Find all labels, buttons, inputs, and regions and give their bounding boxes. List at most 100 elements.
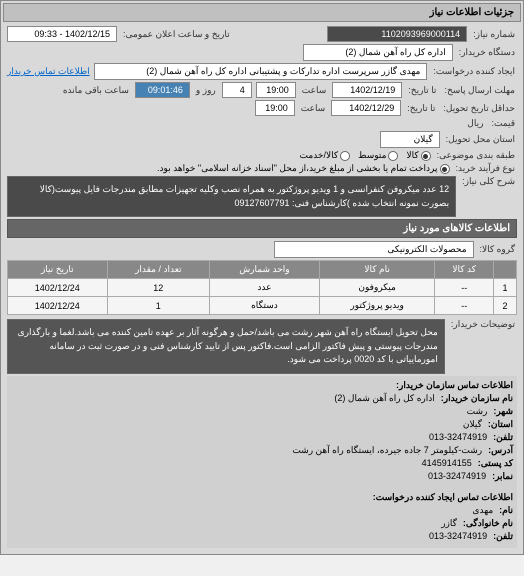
page-header: جزئیات اطلاعات نیاز (3, 3, 521, 22)
cell-name: ویدیو پروژکتور (319, 297, 435, 315)
price-currency: ریال (465, 118, 485, 129)
fax-label: نمابر: (492, 471, 513, 482)
row-request-number: شماره نیاز: 1102093969000114 تاریخ و ساع… (7, 26, 517, 42)
requester-value: مهدی گازر سرپرست اداره تدارکات و پشتیبان… (94, 63, 428, 80)
packaging-option-1[interactable]: متوسط (358, 150, 398, 161)
response-days-label: روز و (194, 85, 218, 96)
cell-index: 2 (494, 297, 517, 315)
response-deadline-label: مهلت ارسال پاسخ: (442, 85, 517, 96)
cell-qty: 12 (107, 279, 209, 297)
cell-unit: عدد (209, 279, 319, 297)
family-value: گازر (441, 518, 457, 529)
postal-value: 4145914155 (422, 458, 472, 469)
radio-icon (388, 151, 398, 161)
name-label: نام: (499, 505, 513, 516)
purchase-process-checkbox[interactable]: پرداخت تمام یا بخشی از مبلغ خرید،از محل … (157, 163, 449, 174)
province-value: گیلان (463, 419, 482, 430)
address-value: رشت-کیلومتر 7 جاده جیرده، ایستگاه راه آه… (292, 445, 482, 456)
request-number-label: شماره نیاز: (471, 29, 517, 40)
delivery-date-label: تا تاریخ: (405, 103, 437, 114)
price-label: قیمت: (489, 118, 517, 129)
delivery-time-value: 19:00 (255, 100, 295, 116)
table-header-row: کد کالا نام کالا واحد شمارش تعداد / مقدا… (8, 261, 517, 279)
response-days-value: 4 (222, 82, 252, 98)
cell-date: 1402/12/24 (8, 297, 108, 315)
contact-requester-title: اطلاعات تماس ایجاد کننده درخواست: (373, 492, 513, 503)
radio-icon (440, 164, 450, 174)
delivery-province-label: استان محل تحویل: (444, 134, 517, 145)
radio-icon (421, 151, 431, 161)
fax-value: 013-32474919 (428, 471, 486, 482)
goods-group-label: گروه کالا: (478, 244, 517, 255)
requester-label: ایجاد کننده درخواست: (431, 66, 517, 77)
buyer-notes-text: محل تحویل ایستگاه راه آهن شهر رشت می باش… (7, 319, 445, 374)
row-delivery-deadline: حداقل تاریخ تحویل: تا تاریخ: 1402/12/29 … (7, 100, 517, 116)
cell-code: -- (435, 279, 494, 297)
org-value: اداره کل راه آهن شمال (2) (334, 393, 434, 404)
row-general-terms: شرح کلی نیاز: 12 عدد میکروفن کنفرانسی و … (7, 176, 517, 217)
goods-table: کد کالا نام کالا واحد شمارش تعداد / مقدا… (7, 260, 517, 315)
content-area: شماره نیاز: 1102093969000114 تاریخ و ساع… (3, 22, 521, 552)
cell-index: 1 (494, 279, 517, 297)
delivery-deadline-label: حداقل تاریخ تحویل: (441, 103, 517, 114)
table-row: 1 -- میکروفون عدد 12 1402/12/24 (8, 279, 517, 297)
th-qty: تعداد / مقدار (107, 261, 209, 279)
th-unit: واحد شمارش (209, 261, 319, 279)
packaging-radio-group: کالا متوسط کالا/خدمت (300, 150, 431, 161)
buyer-contact-link[interactable]: اطلاعات تماس خریدار (7, 66, 90, 77)
general-terms-text: 12 عدد میکروفن کنفرانسی و 1 ویدیو پروژکت… (7, 176, 456, 217)
row-requester: ایجاد کننده درخواست: مهدی گازر سرپرست اد… (7, 63, 517, 80)
packaging-option-2[interactable]: کالا/خدمت (300, 150, 351, 161)
response-remaining-value: 09:01:46 (135, 82, 190, 98)
phone-value: 013-32474919 (429, 432, 487, 443)
row-packaging: طبقه بندی موضوعی: کالا متوسط کالا/خدمت (7, 150, 517, 161)
city-label: شهر: (493, 406, 513, 417)
buyer-device-value: اداره کل راه آهن شمال (2) (303, 44, 453, 61)
cell-unit: دستگاه (209, 297, 319, 315)
province-label: استان: (488, 419, 513, 430)
goods-group-value: محصولات الکترونیکی (274, 241, 474, 258)
family-label: نام خانوادگی: (463, 518, 513, 529)
purchase-process-label: نوع فرآیند خرید: (454, 163, 518, 174)
response-date-label: تا تاریخ: (406, 85, 438, 96)
response-time-value: 19:00 (256, 82, 296, 98)
row-purchase-process: نوع فرآیند خرید: پرداخت تمام یا بخشی از … (7, 163, 517, 174)
packaging-label: طبقه بندی موضوعی: (435, 150, 517, 161)
delivery-time-label: ساعت (299, 103, 328, 114)
goods-section-title: اطلاعات کالاهای مورد نیاز (7, 219, 517, 238)
packaging-option-1-label: متوسط (358, 150, 386, 161)
row-response-deadline: مهلت ارسال پاسخ: تا تاریخ: 1402/12/19 سا… (7, 82, 517, 98)
radio-icon (340, 151, 350, 161)
row-price: قیمت: ریال (7, 118, 517, 129)
cell-qty: 1 (107, 297, 209, 315)
response-date-value: 1402/12/19 (332, 82, 402, 98)
phone-label: تلفن: (493, 432, 513, 443)
general-terms-label: شرح کلی نیاز: (460, 176, 517, 187)
table-row: 2 -- ویدیو پروژکتور دستگاه 1 1402/12/24 (8, 297, 517, 315)
packaging-option-2-label: کالا/خدمت (300, 150, 339, 161)
row-delivery-province: استان محل تحویل: گیلان (7, 131, 517, 148)
delivery-date-value: 1402/12/29 (331, 100, 401, 116)
contact-buyer-title: اطلاعات تماس سازمان خریدار: (396, 380, 513, 391)
row-goods-group: گروه کالا: محصولات الکترونیکی (7, 241, 517, 258)
req-phone-value: 013-32474919 (429, 531, 487, 542)
th-date: تاریخ نیاز (8, 261, 108, 279)
address-label: آدرس: (488, 445, 513, 456)
row-buyer-device: دستگاه خریدار: اداره کل راه آهن شمال (2) (7, 44, 517, 61)
packaging-option-0-label: کالا (406, 150, 418, 161)
delivery-province-value: گیلان (380, 131, 440, 148)
cell-code: -- (435, 297, 494, 315)
response-remaining-label: ساعت باقی مانده (61, 85, 131, 96)
postal-label: کد پستی: (478, 458, 513, 469)
row-buyer-notes: توضیحات خریدار: محل تحویل ایستگاه راه آه… (7, 319, 517, 374)
buyer-device-label: دستگاه خریدار: (457, 47, 517, 58)
org-label: نام سازمان خریدار: (441, 393, 513, 404)
contact-requester-section: اطلاعات تماس ایجاد کننده درخواست: نام: م… (7, 488, 517, 548)
th-index (494, 261, 517, 279)
th-name: نام کالا (319, 261, 435, 279)
req-phone-label: تلفن: (493, 531, 513, 542)
packaging-option-0[interactable]: کالا (406, 150, 430, 161)
response-time-label: ساعت (300, 85, 329, 96)
cell-name: میکروفون (319, 279, 435, 297)
cell-date: 1402/12/24 (8, 279, 108, 297)
